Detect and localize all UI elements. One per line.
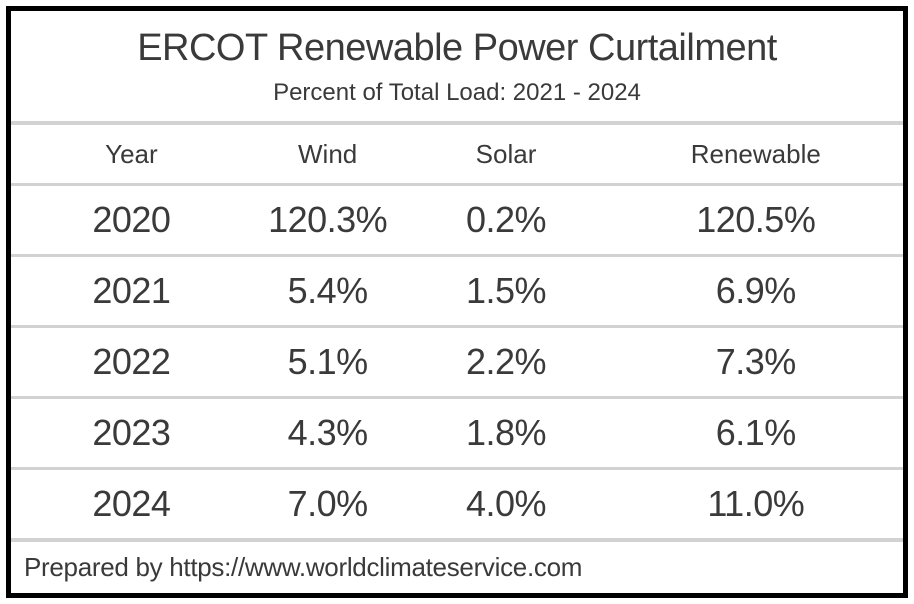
column-header-year: Year [105, 138, 158, 169]
cell-wind: 4.3% [287, 412, 369, 453]
page-title: ERCOT Renewable Power Curtailment [137, 27, 777, 69]
cell-year: 2022 [92, 341, 171, 382]
cell-renewable: 6.9% [715, 270, 797, 311]
table-row-2024: 2024 7.0% 4.0% 11.0% [11, 470, 903, 538]
column-header-wind: Wind [298, 138, 358, 169]
separator-row [11, 467, 903, 470]
column-header-renewable: Renewable [690, 138, 821, 169]
table-header-row: Year Wind Solar Renewable [11, 125, 903, 183]
cell-year: 2021 [92, 270, 171, 311]
footer: Prepared by https://www.worldclimateserv… [11, 542, 903, 593]
table-row-2020: 2020 120.3% 0.2% 120.5% [11, 186, 903, 254]
page-subtitle: Percent of Total Load: 2021 - 2024 [273, 79, 641, 106]
cell-solar: 1.8% [466, 412, 547, 453]
footer-attribution-text: Prepared by https://www.worldclimateserv… [24, 552, 583, 582]
cell-renewable: 7.3% [715, 341, 797, 382]
separator-row [11, 325, 903, 328]
cell-wind: 5.1% [287, 341, 369, 382]
cell-renewable: 6.1% [715, 412, 797, 453]
cell-renewable: 11.0% [707, 483, 805, 524]
cell-wind: 5.4% [287, 270, 369, 311]
cell-year: 2024 [92, 483, 171, 524]
title-block: ERCOT Renewable Power Curtailment Percen… [11, 11, 903, 121]
table-figure-frame: ERCOT Renewable Power Curtailment Percen… [6, 6, 908, 598]
cell-year: 2023 [92, 412, 171, 453]
table-row-2023: 2023 4.3% 1.8% 6.1% [11, 399, 903, 467]
cell-wind: 120.3% [268, 199, 388, 240]
cell-solar: 2.2% [466, 341, 547, 382]
cell-solar: 1.5% [466, 270, 547, 311]
separator-row [11, 396, 903, 399]
column-header-solar: Solar [475, 138, 537, 169]
separator-row [11, 254, 903, 257]
separator-top [11, 121, 903, 125]
cell-renewable: 120.5% [696, 199, 816, 240]
separator-header [11, 183, 903, 186]
cell-solar: 0.2% [466, 199, 547, 240]
cell-solar: 4.0% [466, 483, 547, 524]
cell-year: 2020 [92, 199, 171, 240]
cell-wind: 7.0% [287, 483, 369, 524]
separator-bottom [11, 538, 903, 542]
table-row-2022: 2022 5.1% 2.2% 7.3% [11, 328, 903, 396]
table-row-2021: 2021 5.4% 1.5% 6.9% [11, 257, 903, 325]
